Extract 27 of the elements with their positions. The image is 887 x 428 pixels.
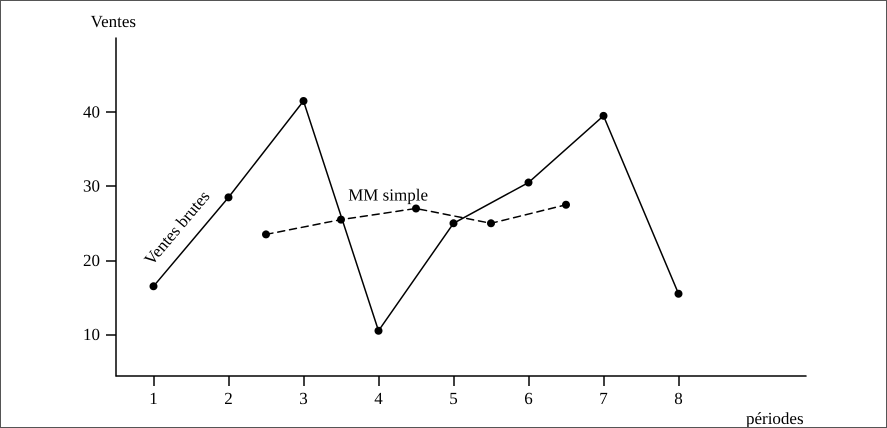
series-label: MM simple xyxy=(348,185,428,204)
point xyxy=(487,219,495,228)
y-tick-label: 10 xyxy=(83,324,100,344)
x-tick-label: 7 xyxy=(599,389,608,408)
point xyxy=(374,326,382,335)
point xyxy=(674,290,682,298)
x-tick-label: 1 xyxy=(149,389,158,408)
x-tick-label: 3 xyxy=(299,389,308,408)
point xyxy=(562,200,570,209)
x-tick-label: 2 xyxy=(224,389,233,408)
point xyxy=(150,282,158,290)
x-tick-label: 4 xyxy=(374,389,384,408)
y-axis-title: Ventes xyxy=(90,12,136,31)
point xyxy=(600,112,608,120)
point xyxy=(262,230,270,238)
point xyxy=(450,219,458,228)
x-tick-label: 6 xyxy=(524,389,533,408)
point xyxy=(300,97,308,105)
point xyxy=(224,193,232,202)
y-tick-label: 30 xyxy=(83,176,100,196)
y-tick-label: 20 xyxy=(83,250,100,270)
point xyxy=(337,216,345,224)
point xyxy=(524,178,532,187)
point xyxy=(412,204,420,212)
x-tick-label: 5 xyxy=(449,389,458,408)
y-tick-label: 40 xyxy=(83,102,100,122)
x-tick-label: 8 xyxy=(674,389,683,408)
